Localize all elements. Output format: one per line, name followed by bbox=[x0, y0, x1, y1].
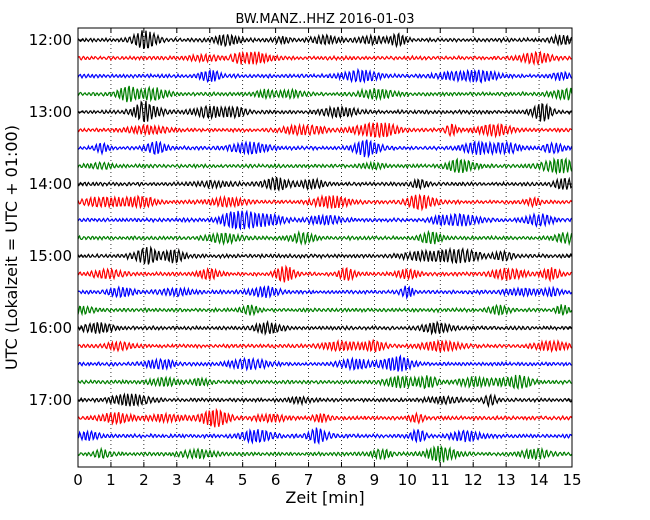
x-tick-labels: 0 1 2 3 4 5 6 7 8 9 10 11 12 13 14 15 bbox=[73, 471, 581, 489]
y-tick-label-3: 15:00 bbox=[29, 247, 72, 265]
x-tick-label-14: 14 bbox=[530, 471, 549, 489]
trace-9 bbox=[77, 193, 573, 212]
trace-15 bbox=[77, 303, 573, 317]
trace-7 bbox=[77, 157, 573, 176]
trace-17 bbox=[77, 338, 573, 354]
trace-14 bbox=[77, 285, 573, 301]
trace-12 bbox=[77, 245, 573, 265]
axis-ticks bbox=[77, 28, 573, 467]
trace-22 bbox=[77, 427, 573, 446]
trace-10 bbox=[77, 209, 573, 231]
seismogram-traces bbox=[77, 30, 573, 463]
x-tick-label-1: 1 bbox=[106, 471, 116, 489]
x-tick-label-13: 13 bbox=[497, 471, 516, 489]
x-tick-label-3: 3 bbox=[172, 471, 182, 489]
x-tick-label-6: 6 bbox=[271, 471, 281, 489]
x-tick-label-0: 0 bbox=[73, 471, 83, 489]
trace-4 bbox=[77, 100, 572, 123]
x-tick-label-2: 2 bbox=[139, 471, 149, 489]
x-tick-label-9: 9 bbox=[370, 471, 380, 489]
chart-title: BW.MANZ..HHZ 2016-01-03 bbox=[235, 12, 414, 27]
trace-0 bbox=[77, 30, 573, 50]
x-tick-label-11: 11 bbox=[431, 471, 450, 489]
trace-20 bbox=[77, 392, 573, 409]
trace-23 bbox=[77, 444, 573, 463]
trace-11 bbox=[77, 229, 573, 247]
trace-1 bbox=[77, 50, 572, 66]
y-axis-label: UTC (Lokalzeit = UTC + 01:00) bbox=[2, 125, 21, 370]
trace-3 bbox=[77, 85, 573, 103]
x-tick-label-15: 15 bbox=[562, 471, 581, 489]
x-tick-label-4: 4 bbox=[205, 471, 215, 489]
y-tick-label-1: 13:00 bbox=[29, 103, 72, 121]
x-axis-label: Zeit [min] bbox=[285, 488, 364, 507]
x-tick-label-5: 5 bbox=[238, 471, 248, 489]
y-tick-label-0: 12:00 bbox=[29, 31, 72, 49]
y-tick-label-2: 14:00 bbox=[29, 175, 72, 193]
trace-16 bbox=[77, 319, 573, 336]
x-tick-label-12: 12 bbox=[464, 471, 483, 489]
x-tick-label-10: 10 bbox=[398, 471, 417, 489]
x-tick-label-7: 7 bbox=[304, 471, 314, 489]
trace-19 bbox=[77, 374, 572, 391]
trace-13 bbox=[77, 264, 572, 283]
y-tick-labels: 12:00 13:00 14:00 15:00 16:00 17:00 bbox=[29, 31, 72, 409]
trace-18 bbox=[77, 354, 572, 372]
x-tick-label-8: 8 bbox=[337, 471, 347, 489]
y-tick-label-4: 16:00 bbox=[29, 319, 72, 337]
plot-frame bbox=[77, 27, 573, 468]
trace-21 bbox=[77, 407, 573, 428]
trace-8 bbox=[77, 176, 573, 192]
trace-2 bbox=[77, 67, 573, 84]
trace-5 bbox=[77, 121, 572, 139]
y-tick-label-5: 17:00 bbox=[29, 391, 72, 409]
trace-6 bbox=[77, 139, 573, 159]
